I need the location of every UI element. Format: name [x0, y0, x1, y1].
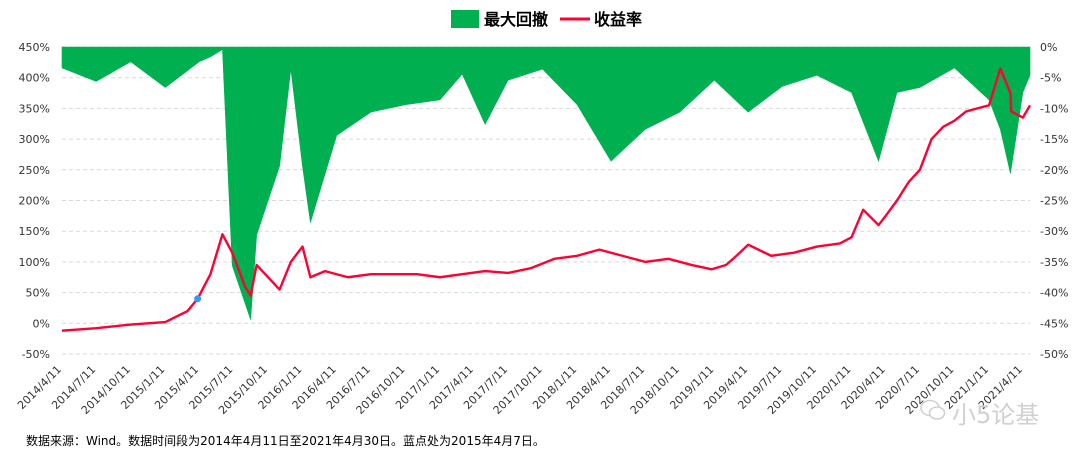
left-axis: -50% 0% 50% 100% 150% 200% 250% 300% 350% 400% 450… [19, 41, 50, 361]
return-line [61, 67, 1032, 332]
left-tick-label: 450% [19, 41, 50, 54]
drawdown-area [61, 46, 1031, 320]
return-line-series [61, 67, 1032, 332]
left-tick-label: 50% [26, 287, 50, 300]
right-tick-label: -15% [1040, 133, 1068, 146]
right-tick-label: -30% [1040, 225, 1068, 238]
source-footnote: 数据来源：Wind。数据时间段为2014年4月11日至2021年4月30日。蓝点… [26, 434, 545, 448]
annotation-marker [194, 295, 202, 303]
right-tick-label: -40% [1040, 287, 1068, 300]
right-tick-label: -35% [1040, 256, 1068, 269]
left-tick-label: 250% [19, 164, 50, 177]
right-tick-label: -50% [1040, 348, 1068, 361]
right-tick-label: -20% [1040, 164, 1068, 177]
right-tick-label: -25% [1040, 195, 1068, 208]
left-tick-label: 300% [19, 133, 50, 146]
legend-label-return: 收益率 [594, 10, 642, 29]
drawdown-area-series [61, 46, 1031, 320]
right-axis: -50% -45% -40% -35% -30% -25% -20% -15% -10% -5% 0… [1040, 41, 1068, 361]
x-axis: 2014/4/112014/7/112014/10/112015/1/11201… [15, 363, 1025, 417]
left-tick-label: 150% [19, 225, 50, 238]
right-tick-label: -5% [1040, 72, 1061, 85]
marker-point [194, 295, 202, 303]
left-tick-label: 100% [19, 256, 50, 269]
right-tick-label: -45% [1040, 317, 1068, 330]
left-tick-label: -50% [22, 348, 50, 361]
left-tick-label: 0% [33, 317, 50, 330]
right-tick-label: -10% [1040, 102, 1068, 115]
left-tick-label: 350% [19, 102, 50, 115]
legend-swatch-drawdown [451, 10, 479, 28]
legend-label-drawdown: 最大回撤 [484, 10, 548, 29]
right-tick-label: 0% [1040, 41, 1057, 54]
watermark: 小5论基 [920, 395, 1039, 430]
wechat-logo-icon [920, 399, 946, 427]
watermark-text: 小5论基 [952, 401, 1040, 429]
left-tick-label: 200% [19, 195, 50, 208]
left-tick-label: 400% [19, 72, 50, 85]
legend: 最大回撤 收益率 [451, 10, 642, 29]
